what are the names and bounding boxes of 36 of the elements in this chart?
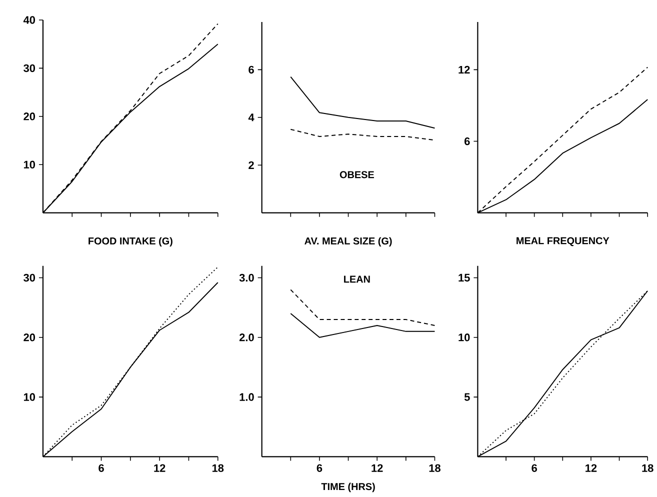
y-tick-label: 20 bbox=[24, 112, 36, 120]
y-tick-label: 30 bbox=[24, 64, 36, 72]
x-tick-label: 18 bbox=[642, 464, 654, 472]
line-series bbox=[290, 76, 436, 129]
x-tick-label: 6 bbox=[532, 464, 537, 472]
x-tick-label: 6 bbox=[316, 464, 322, 472]
y-tick-label: 6 bbox=[248, 66, 254, 74]
y-tick-label: 12 bbox=[458, 66, 470, 74]
annotation: OBESE bbox=[340, 171, 374, 178]
y-tick-label: 2 bbox=[248, 161, 254, 170]
x-tick-label: 18 bbox=[429, 464, 440, 472]
y-tick-label: 10 bbox=[458, 334, 470, 342]
y-tick-label: 10 bbox=[24, 160, 36, 169]
x-tick-label: 6 bbox=[98, 464, 104, 472]
x-tick-label: 18 bbox=[212, 464, 224, 472]
y-tick-label: 4 bbox=[248, 114, 254, 122]
y-tick-label: 5 bbox=[464, 393, 470, 402]
x-axis-title: FOOD INTAKE (G) bbox=[88, 237, 172, 247]
y-tick-label: 40 bbox=[23, 16, 36, 24]
annotation: LEAN bbox=[344, 276, 370, 283]
x-axis-title: TIME (HRS) bbox=[321, 482, 375, 492]
y-tick-label: 3.0 bbox=[239, 274, 254, 282]
y-tick-label: 1.0 bbox=[240, 393, 254, 402]
y-tick-label: 2.0 bbox=[239, 334, 254, 342]
y-tick-label: 15 bbox=[458, 274, 470, 282]
y-tick-label: 20 bbox=[24, 334, 36, 342]
y-tick-label: 30 bbox=[24, 274, 36, 282]
line-series bbox=[290, 129, 436, 141]
y-tick-label: 6 bbox=[464, 138, 470, 146]
line-series bbox=[290, 313, 436, 338]
x-axis-title: AV. MEAL SIZE (G) bbox=[304, 237, 392, 247]
y-tick-label: 10 bbox=[24, 393, 36, 402]
x-axis-title: MEAL FREQUENCY bbox=[516, 237, 610, 246]
x-tick-label: 12 bbox=[154, 464, 166, 472]
x-tick-label: 12 bbox=[586, 464, 597, 472]
x-tick-label: 12 bbox=[372, 464, 383, 472]
